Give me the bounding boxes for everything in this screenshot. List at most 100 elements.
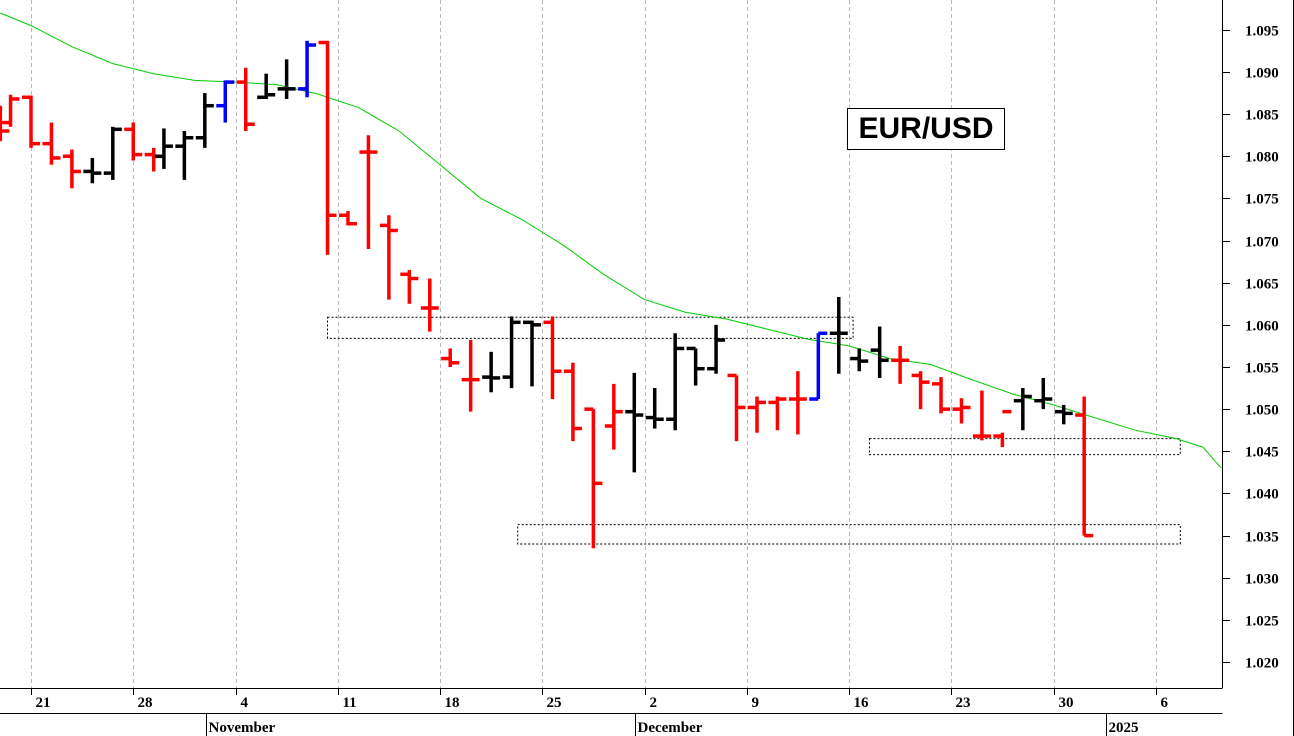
y-tick-label: 1.075: [1245, 192, 1279, 208]
ohlc-bar-23: [441, 348, 460, 367]
y-tick-label: 1.065: [1245, 277, 1279, 293]
x-tick-1: 28: [133, 688, 153, 711]
ohlc-bar-17: [318, 40, 337, 255]
y-tick-3: 1.035: [1222, 530, 1279, 546]
ohlc-bar-43: [850, 348, 869, 372]
y-tick-2: 1.030: [1222, 572, 1279, 588]
chart-title: EUR/USD: [847, 108, 1005, 150]
ohlc-bar-52: [1034, 377, 1053, 410]
ohlc-bar-40: [788, 371, 807, 435]
month-label-0: November: [206, 713, 275, 736]
zone-1: [868, 438, 1181, 456]
x-tick-label: 21: [36, 695, 51, 711]
ohlc-bar-13: [236, 67, 255, 131]
ohlc-bar-26: [502, 316, 521, 389]
x-tick-5: 25: [542, 688, 562, 711]
ohlc-bar-37: [727, 373, 746, 442]
y-tick-11: 1.075: [1222, 192, 1279, 208]
ohlc-bar-12: [216, 80, 235, 123]
ohlc-bar-7: [124, 122, 143, 161]
ohlc-bar-3: [42, 122, 61, 165]
month-label-2: 2025: [1106, 713, 1139, 736]
x-tick-label: 16: [854, 695, 870, 711]
ohlc-bar-51: [1013, 388, 1032, 431]
ohlc-bar-5: [83, 157, 102, 184]
x-tick-label: 25: [547, 695, 562, 711]
y-tick-label: 1.070: [1245, 235, 1279, 251]
ohlc-bar-50: [993, 409, 1012, 448]
x-tick-0: 21: [31, 688, 51, 711]
ohlc-bar-11: [195, 93, 214, 148]
ohlc-bar-34: [666, 333, 685, 431]
y-tick-label: 1.035: [1245, 530, 1279, 546]
moving-average-layer: [0, 12, 1222, 469]
x-tick-label: 2: [650, 695, 658, 711]
y-tick-label: 1.055: [1245, 361, 1279, 377]
ohlc-bar-29: [563, 362, 582, 442]
month-label-text: December: [638, 720, 703, 736]
x-tick-label: 4: [241, 695, 249, 711]
x-tick-6: 2: [645, 688, 658, 711]
ohlc-bar-49: [972, 390, 991, 441]
ohlc-bar-15: [277, 59, 296, 99]
ohlc-bar-45: [891, 345, 910, 384]
x-tick-3: 11: [338, 688, 357, 711]
y-tick-label: 1.025: [1245, 614, 1279, 630]
ohlc-bar-25: [482, 351, 501, 393]
ohlc-bar-1: [1, 94, 20, 127]
ohlc-bar-35: [686, 346, 705, 386]
ohlc-bar-41: [809, 331, 828, 401]
x-axis-month-labels: November December 2025: [206, 713, 1139, 736]
x-tick-label: 9: [752, 695, 760, 711]
y-tick-15: 1.095: [1222, 24, 1279, 40]
ohlc-bar-24: [461, 340, 480, 412]
y-axis-ticks: 1.020 1.025 1.030 1.035 1.040 1.045 1.050 1.055…: [1222, 24, 1279, 672]
ohlc-bar-36: [707, 324, 726, 374]
ohlc-bar-54: [1075, 396, 1094, 538]
x-tick-10: 30: [1054, 688, 1074, 711]
ohlc-bar-38: [747, 396, 766, 433]
y-tick-10: 1.070: [1222, 235, 1279, 251]
y-tick-label: 1.045: [1245, 445, 1279, 461]
price-bars: [0, 40, 1094, 549]
y-tick-0: 1.020: [1222, 656, 1279, 672]
moving-average-line: [0, 12, 1222, 469]
y-tick-label: 1.040: [1245, 487, 1279, 503]
ohlc-bar-2: [22, 95, 40, 148]
x-tick-4: 18: [440, 688, 460, 711]
ohlc-bar-42: [829, 297, 848, 374]
ohlc-bar-28: [543, 316, 562, 400]
ohlc-bar-39: [768, 396, 787, 431]
y-tick-label: 1.060: [1245, 319, 1279, 335]
month-label-1: December: [635, 713, 703, 736]
zone-2: [517, 524, 1181, 545]
ohlc-bar-8: [144, 147, 163, 172]
y-tick-label: 1.050: [1245, 403, 1279, 419]
ohlc-bar-27: [523, 320, 542, 387]
y-tick-13: 1.085: [1222, 108, 1279, 124]
ohlc-bar-16: [298, 40, 317, 98]
ohlc-bar-47: [932, 377, 951, 414]
ohlc-bar-30: [584, 407, 603, 549]
y-tick-8: 1.060: [1222, 319, 1279, 335]
x-tick-label: 6: [1161, 695, 1169, 711]
x-axis-ticks: 21 28 4 11 18 25 2 9 16 23 30 6: [31, 688, 1169, 711]
x-tick-label: 30: [1059, 695, 1074, 711]
ohlc-bar-22: [420, 278, 439, 332]
y-tick-4: 1.040: [1222, 487, 1279, 503]
x-tick-11: 6: [1156, 688, 1169, 711]
y-tick-1: 1.025: [1222, 614, 1279, 630]
y-tick-label: 1.090: [1245, 66, 1279, 82]
x-tick-2: 4: [236, 688, 249, 711]
y-tick-label: 1.030: [1245, 572, 1279, 588]
zone-0: [327, 316, 854, 339]
ohlc-bar-14: [257, 73, 276, 100]
y-tick-14: 1.090: [1222, 66, 1279, 82]
ohlc-bar-21: [400, 270, 419, 304]
ohlc-bar-10: [175, 131, 194, 180]
ohlc-bar-31: [604, 383, 623, 450]
x-tick-label: 28: [138, 695, 153, 711]
ohlc-bar-18: [338, 211, 357, 226]
